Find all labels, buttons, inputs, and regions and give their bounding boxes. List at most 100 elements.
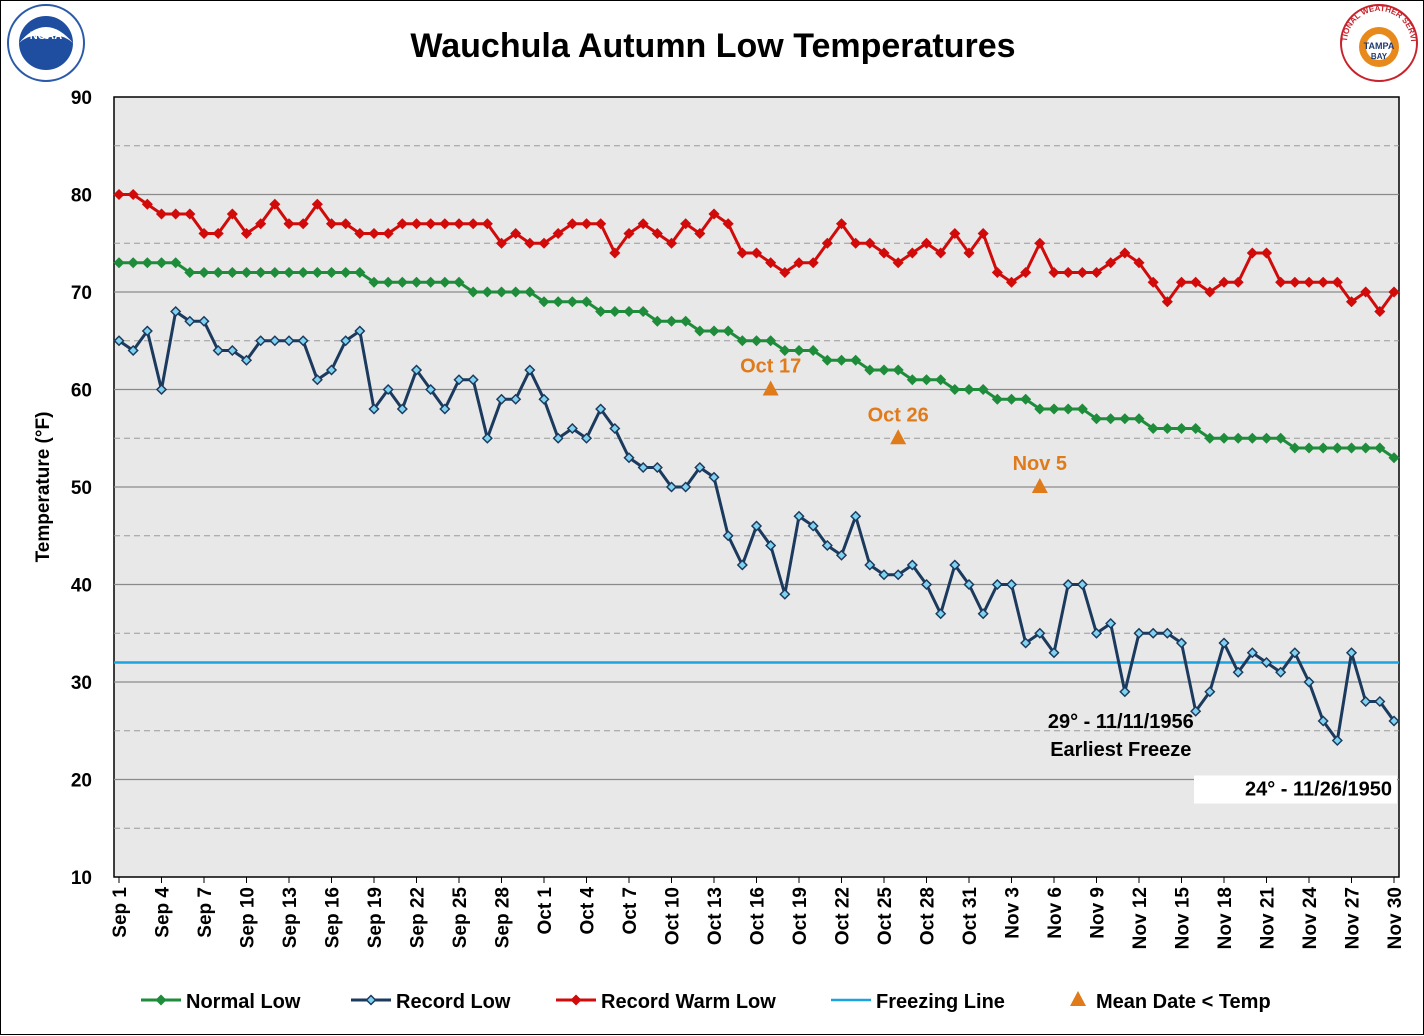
normal-low-point <box>765 335 777 347</box>
record-low-point <box>1175 637 1188 649</box>
record-warm-low-point <box>255 218 267 230</box>
normal-low-point <box>637 305 649 318</box>
record-warm-low-point <box>1331 276 1343 288</box>
x-tick-label: Sep 22 <box>408 887 429 948</box>
record-low-point <box>1062 578 1074 591</box>
legend-swatch-marker <box>155 994 167 1006</box>
record-low-point <box>382 383 394 396</box>
legend: Normal Low Record Low Record Warm Low Freez… <box>141 991 1271 1013</box>
annotation-lowest-record: 24° - 11/26/1950 <box>1245 779 1392 801</box>
mean-date-marker <box>762 380 779 396</box>
record-low-point <box>1034 627 1046 639</box>
normal-low-point <box>680 315 692 327</box>
x-tick-label: Oct 22 <box>833 887 854 945</box>
record-low-point <box>396 403 408 415</box>
record-warm-low-point <box>340 218 352 230</box>
record-warm-low-point <box>935 247 947 259</box>
x-tick-label: Sep 4 <box>153 887 174 938</box>
record-low-point <box>127 344 139 357</box>
normal-low-point <box>1048 403 1060 415</box>
record-low-point <box>1232 666 1244 678</box>
record-warm-low-point <box>1275 276 1287 288</box>
normal-low-point <box>1388 452 1400 464</box>
x-tick-label: Sep 28 <box>493 887 514 948</box>
normal-low-point <box>1246 432 1258 444</box>
normal-low-point <box>1147 422 1159 435</box>
record-warm-low-point <box>1360 286 1372 298</box>
record-warm-low-point <box>368 227 380 240</box>
x-tick-label: Nov 27 <box>1343 887 1364 949</box>
record-low-point <box>779 588 791 600</box>
record-low-point <box>495 393 508 405</box>
record-warm-low-point <box>566 218 578 230</box>
normal-low-point <box>580 296 593 308</box>
record-low-point <box>736 559 748 571</box>
record-warm-low-point <box>439 218 451 230</box>
y-tick-label: 40 <box>71 576 92 597</box>
legend-label: Record Low <box>396 991 511 1013</box>
record-low-point <box>240 354 253 366</box>
record-warm-low-point <box>1204 286 1216 298</box>
record-warm-low-point <box>283 218 295 230</box>
record-warm-low-point <box>963 247 975 259</box>
mean-date-marker <box>890 429 907 445</box>
record-low-point <box>708 471 720 483</box>
normal-low-point <box>1190 422 1202 435</box>
record-warm-low-point <box>1020 266 1032 279</box>
normal-low-point <box>1345 442 1358 454</box>
x-tick-label: Nov 3 <box>1003 887 1024 939</box>
record-low-point <box>963 578 975 591</box>
y-tick-label: 80 <box>71 186 92 207</box>
y-tick-label: 70 <box>71 283 92 304</box>
record-low-point <box>906 559 918 571</box>
record-low-point <box>425 383 437 396</box>
normal-low-point <box>609 305 621 318</box>
record-low-point <box>1076 578 1088 591</box>
record-warm-low-point <box>665 237 678 249</box>
record-low-point <box>580 432 593 444</box>
record-low-point <box>1090 627 1103 639</box>
record-warm-low-point <box>580 218 593 230</box>
record-low-point <box>920 578 933 591</box>
normal-low-point <box>963 383 975 396</box>
y-tick-label: 60 <box>71 381 92 402</box>
normal-low-point <box>325 266 338 279</box>
record-warm-low-point <box>977 227 989 240</box>
normal-low-point <box>297 266 309 279</box>
record-low-point <box>198 315 210 327</box>
normal-low-point <box>722 325 734 337</box>
normal-low-point <box>977 383 989 396</box>
normal-low-point <box>1005 393 1018 405</box>
record-warm-low-point <box>467 218 479 230</box>
record-warm-low-point <box>425 218 437 230</box>
annotation-earliest-freeze-label: Earliest Freeze <box>1050 739 1191 761</box>
record-warm-low-point <box>1090 266 1103 279</box>
x-axis-ticks: Sep 1 Sep 4 Sep 7 Sep 10 Sep 13 Sep 16 Sep 19 S… <box>110 877 1406 949</box>
normal-low-point <box>935 374 947 386</box>
legend-item-freezing-line: Freezing Line <box>831 991 1005 1013</box>
normal-low-point <box>552 296 564 308</box>
record-warm-low-point <box>510 227 522 240</box>
record-warm-low-point <box>524 237 536 249</box>
x-tick-label: Nov 30 <box>1385 887 1406 949</box>
x-tick-label: Nov 6 <box>1045 887 1066 939</box>
normal-low-point <box>340 266 352 279</box>
normal-low-point <box>170 257 182 269</box>
normal-low-point <box>1175 422 1188 435</box>
x-tick-label: Sep 7 <box>195 887 216 938</box>
record-warm-low-point <box>1076 266 1088 279</box>
record-warm-low-point <box>1345 296 1358 308</box>
normal-low-point <box>524 286 536 298</box>
record-low-point <box>935 608 947 620</box>
record-warm-low-point <box>807 257 819 269</box>
record-warm-low-point <box>1005 276 1018 288</box>
normal-low-point <box>1062 403 1074 415</box>
normal-low-point <box>467 286 479 298</box>
record-low-point <box>1275 666 1287 678</box>
record-low-point <box>325 364 338 376</box>
record-low-point <box>850 510 862 522</box>
normal-low-point <box>141 257 153 269</box>
record-warm-low-point <box>1218 276 1230 288</box>
record-warm-low-point <box>198 227 210 240</box>
